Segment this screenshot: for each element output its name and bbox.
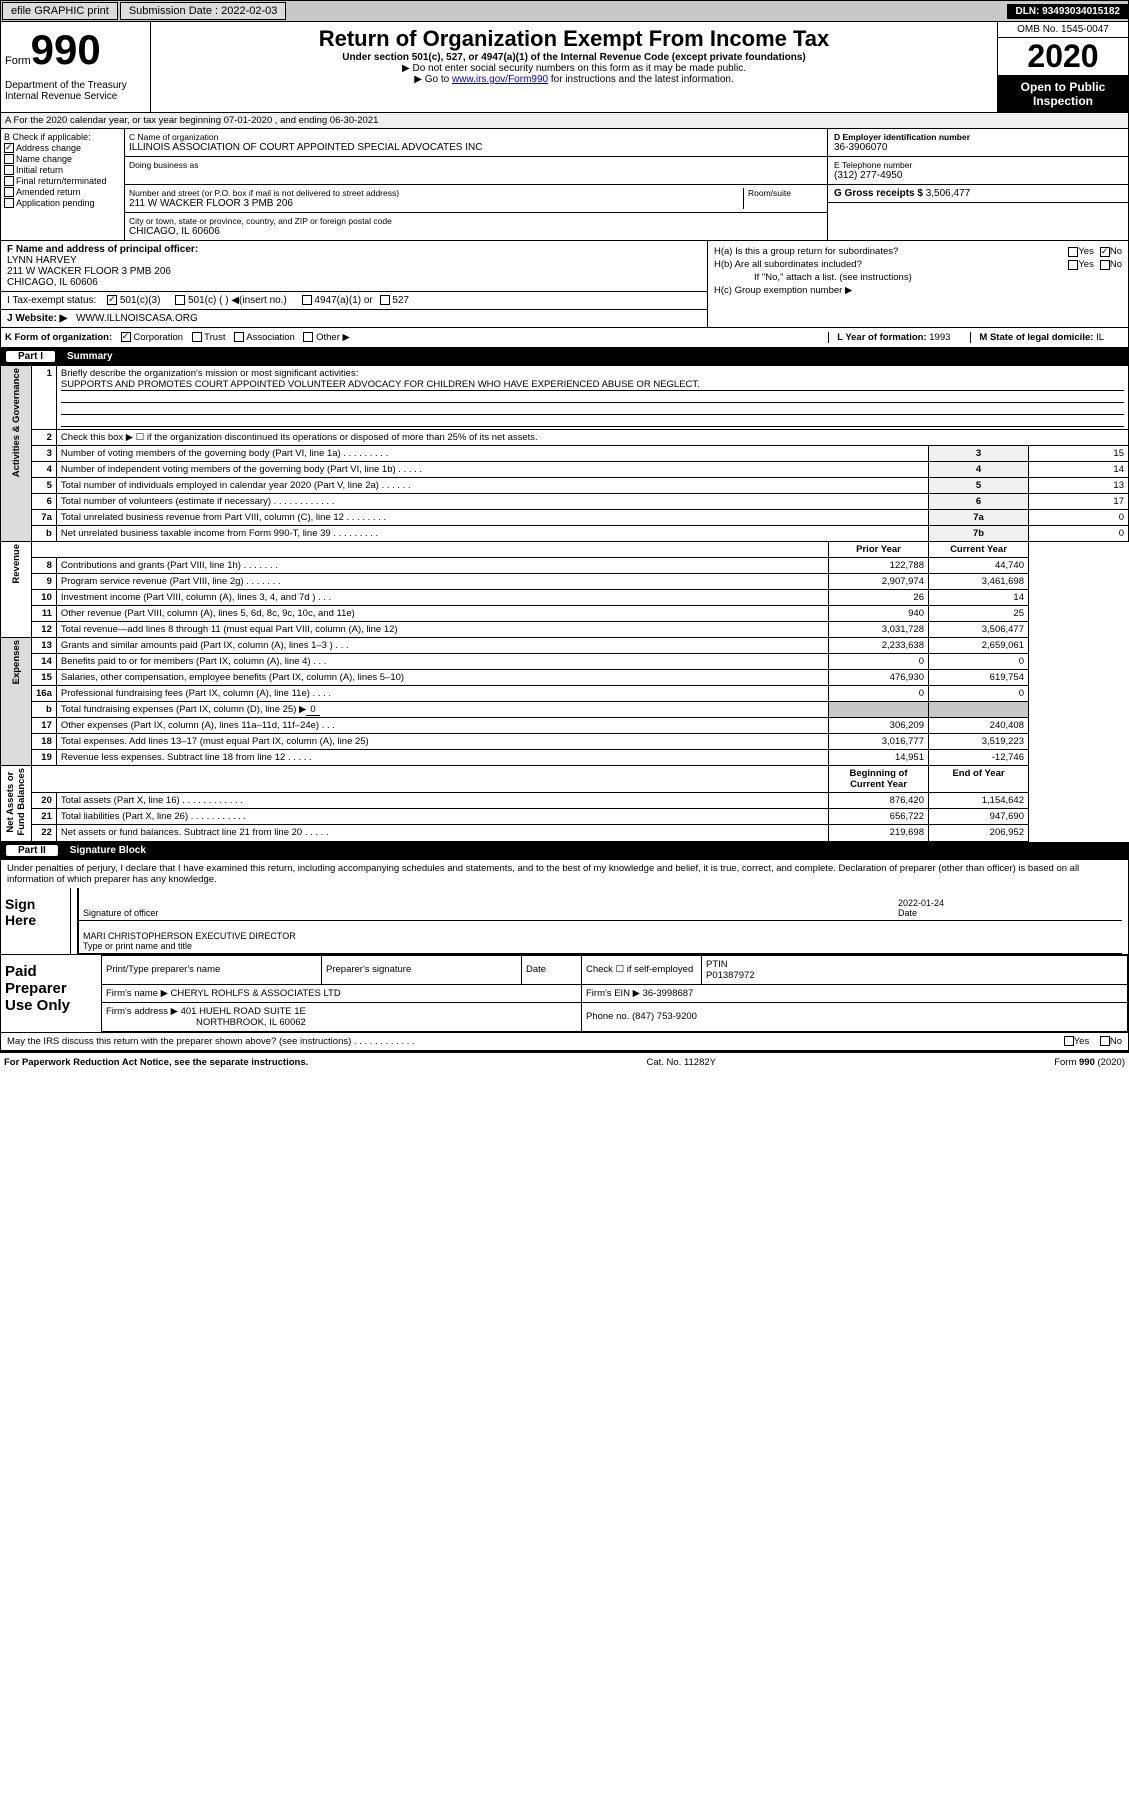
street: 211 W WACKER FLOOR 3 PMB 206 <box>129 198 743 209</box>
signature-block: Under penalties of perjury, I declare th… <box>0 859 1129 1033</box>
dln: DLN: 93493034015182 <box>1007 4 1128 19</box>
col-b-checkboxes: B Check if applicable: Address change Na… <box>1 129 125 240</box>
other-checkbox[interactable] <box>303 332 313 342</box>
gross-receipts-label: G Gross receipts $ <box>834 188 923 199</box>
org-name-label: C Name of organization <box>129 132 823 142</box>
section-fhij: F Name and address of principal officer:… <box>0 241 1129 328</box>
side-governance: Activities & Governance <box>1 366 32 542</box>
trust-checkbox[interactable] <box>192 332 202 342</box>
val-7a: 0 <box>1029 510 1129 526</box>
side-netassets: Net Assets or Fund Balances <box>1 766 32 842</box>
mission-text: SUPPORTS AND PROMOTES COURT APPOINTED VO… <box>61 379 1124 391</box>
city: CHICAGO, IL 60606 <box>129 226 823 237</box>
val-7b: 0 <box>1029 526 1129 542</box>
form-header: Form 990 Department of the Treasury Inte… <box>0 22 1129 113</box>
form-instr-1: ▶ Do not enter social security numbers o… <box>155 63 993 74</box>
city-label: City or town, state or province, country… <box>129 216 823 226</box>
room-label: Room/suite <box>748 188 823 198</box>
paid-preparer-table: Print/Type preparer's name Preparer's si… <box>101 955 1128 1032</box>
tax-exempt-status: I Tax-exempt status: 501(c)(3) 501(c) ( … <box>1 292 707 310</box>
final-return-checkbox[interactable] <box>4 176 14 186</box>
state-domicile: IL <box>1096 332 1104 343</box>
submission-date[interactable]: Submission Date : 2022-02-03 <box>120 2 287 20</box>
omb-number: OMB No. 1545-0047 <box>998 22 1128 38</box>
form-number: 990 <box>31 26 101 74</box>
cat-no: Cat. No. 11282Y <box>646 1057 716 1068</box>
paid-preparer-label: Paid Preparer Use Only <box>1 955 101 1032</box>
hb-yes[interactable] <box>1068 260 1078 270</box>
summary-table: Activities & Governance 1 Briefly descri… <box>0 365 1129 842</box>
principal-officer: F Name and address of principal officer:… <box>1 241 707 292</box>
form-word: Form <box>5 55 31 67</box>
ha-yes[interactable] <box>1068 247 1078 257</box>
form-title: Return of Organization Exempt From Incom… <box>155 26 993 52</box>
topbar: efile GRAPHIC print Submission Date : 20… <box>0 0 1129 22</box>
4947-checkbox[interactable] <box>302 295 312 305</box>
firm-ein: 36-3998687 <box>643 988 694 999</box>
row-klm: K Form of organization: Corporation Trus… <box>0 328 1129 348</box>
section-bcdefg: B Check if applicable: Address change Na… <box>0 129 1129 241</box>
street-label: Number and street (or P.O. box if mail i… <box>129 188 743 198</box>
501c-checkbox[interactable] <box>175 295 185 305</box>
ptin: P01387972 <box>706 970 755 981</box>
ein-label: D Employer identification number <box>834 132 1122 142</box>
col-c-org-info: C Name of organization ILLINOIS ASSOCIAT… <box>125 129 828 240</box>
sign-here-label: Sign Here <box>1 888 71 954</box>
app-pending-checkbox[interactable] <box>4 198 14 208</box>
irs-link[interactable]: www.irs.gov/Form990 <box>452 74 548 85</box>
discuss-row: May the IRS discuss this return with the… <box>0 1033 1129 1051</box>
527-checkbox[interactable] <box>380 295 390 305</box>
val-5: 13 <box>1029 478 1129 494</box>
part1-header: Part I Summary <box>0 348 1129 365</box>
phone: (312) 277-4950 <box>834 170 1122 181</box>
assoc-checkbox[interactable] <box>234 332 244 342</box>
part2-header: Part II Signature Block <box>0 842 1129 859</box>
tax-year: 2020 <box>998 38 1128 76</box>
address-change-checkbox[interactable] <box>4 143 14 153</box>
discuss-yes[interactable] <box>1064 1036 1074 1046</box>
b-label: B Check if applicable: <box>4 132 121 142</box>
val-6: 17 <box>1029 494 1129 510</box>
officer-name: MARI CHRISTOPHERSON EXECUTIVE DIRECTOR <box>83 931 296 941</box>
website: J Website: ▶ WWW.ILLNOISCASA.ORG <box>1 310 707 327</box>
val-3: 15 <box>1029 446 1129 462</box>
val-4: 14 <box>1029 462 1129 478</box>
form-ref: Form 990 (2020) <box>1054 1057 1125 1068</box>
firm-phone: (847) 753-9200 <box>632 1011 697 1022</box>
ein: 36-3906070 <box>834 142 1122 153</box>
firm-name: CHERYL ROHLFS & ASSOCIATES LTD <box>171 988 341 999</box>
firm-addr2: NORTHBROOK, IL 60062 <box>196 1017 306 1028</box>
initial-return-checkbox[interactable] <box>4 165 14 175</box>
501c3-checkbox[interactable] <box>107 295 117 305</box>
mission-label: Briefly describe the organization's miss… <box>61 368 359 379</box>
gross-receipts: 3,506,477 <box>926 188 971 199</box>
line2: Check this box ▶ ☐ if the organization d… <box>56 430 1128 446</box>
dba-label: Doing business as <box>129 160 823 170</box>
public-inspection: Open to Public Inspection <box>998 76 1128 112</box>
form-subtitle: Under section 501(c), 527, or 4947(a)(1)… <box>155 52 993 63</box>
side-revenue: Revenue <box>1 542 32 638</box>
dept-treasury: Department of the Treasury Internal Reve… <box>5 80 146 102</box>
penalty-text: Under penalties of perjury, I declare th… <box>1 860 1128 888</box>
form-instr-2: ▶ Go to www.irs.gov/Form990 for instruct… <box>155 74 993 85</box>
row-a-period: A For the 2020 calendar year, or tax yea… <box>0 113 1129 129</box>
year-formation: 1993 <box>929 332 950 343</box>
section-h: H(a) Is this a group return for subordin… <box>708 241 1128 327</box>
discuss-no[interactable] <box>1100 1036 1110 1046</box>
hb-no[interactable] <box>1100 260 1110 270</box>
ha-no[interactable] <box>1100 247 1110 257</box>
org-name: ILLINOIS ASSOCIATION OF COURT APPOINTED … <box>129 142 823 153</box>
val-16b: 0 <box>306 704 319 716</box>
website-url: WWW.ILLNOISCASA.ORG <box>76 313 198 324</box>
sig-date: 2022-01-24 <box>898 898 944 908</box>
name-change-checkbox[interactable] <box>4 154 14 164</box>
efile-button[interactable]: efile GRAPHIC print <box>2 2 118 20</box>
phone-label: E Telephone number <box>834 160 1122 170</box>
side-expenses: Expenses <box>1 638 32 766</box>
page-footer: For Paperwork Reduction Act Notice, see … <box>0 1051 1129 1072</box>
corp-checkbox[interactable] <box>121 332 131 342</box>
col-defg: D Employer identification number 36-3906… <box>828 129 1128 240</box>
firm-addr1: 401 HUEHL ROAD SUITE 1E <box>181 1006 306 1017</box>
amended-return-checkbox[interactable] <box>4 187 14 197</box>
